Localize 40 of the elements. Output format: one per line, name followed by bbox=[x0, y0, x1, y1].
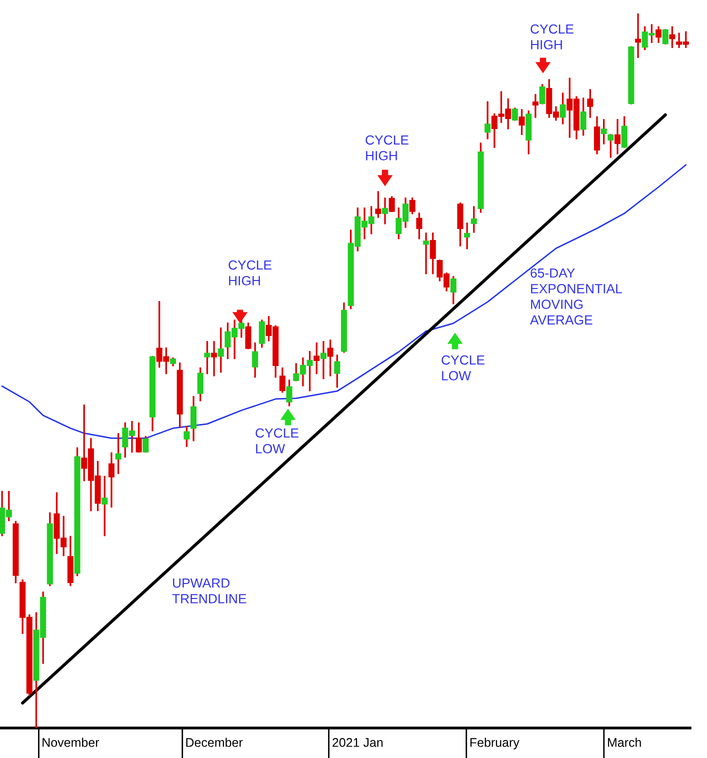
candlestick bbox=[245, 322, 252, 350]
x-tick-label: 2021 Jan bbox=[332, 738, 383, 747]
candlestick bbox=[669, 26, 676, 48]
annotation: CYCLE LOW bbox=[256, 428, 298, 454]
annotation: CYCLE HIGH bbox=[530, 24, 574, 50]
candlestick bbox=[656, 26, 662, 43]
candlestick bbox=[430, 232, 436, 274]
candlestick bbox=[518, 109, 525, 136]
x-tick-label: November bbox=[42, 738, 100, 747]
annotation: UPWARD TRENDLINE bbox=[172, 578, 246, 604]
candlestick bbox=[614, 119, 621, 154]
candlestick bbox=[190, 396, 197, 442]
candlestick bbox=[279, 367, 286, 393]
candlestick bbox=[416, 212, 422, 240]
candlestick bbox=[532, 94, 538, 118]
candlestick bbox=[587, 89, 594, 118]
candlestick bbox=[388, 196, 395, 212]
candlestick bbox=[635, 13, 642, 58]
x-tick-label: December bbox=[186, 738, 243, 747]
candlestick bbox=[375, 191, 382, 218]
candlestick bbox=[252, 342, 258, 378]
x-tick-label: February bbox=[470, 738, 520, 750]
candlestick bbox=[108, 452, 114, 508]
candlestick bbox=[409, 198, 416, 214]
candlestick bbox=[314, 342, 320, 374]
candlestick bbox=[327, 340, 334, 376]
candlestick bbox=[136, 422, 142, 453]
annotation: CYCLE LOW bbox=[442, 355, 484, 380]
candlestick bbox=[115, 433, 122, 474]
candlestick bbox=[184, 426, 190, 447]
candlestick bbox=[470, 206, 477, 233]
candlestick bbox=[594, 116, 600, 154]
annotation: CYCLE HIGH bbox=[366, 135, 408, 160]
candlestick bbox=[464, 222, 470, 250]
candlestick bbox=[211, 341, 218, 376]
candlestick bbox=[197, 367, 204, 402]
annotation: CYCLE HIGH bbox=[228, 260, 272, 286]
candlestick bbox=[334, 354, 340, 388]
annotation: 65-DAY EXPONENTIAL MOVING AVERAGE bbox=[530, 268, 622, 325]
x-tick-label: March bbox=[608, 738, 641, 747]
